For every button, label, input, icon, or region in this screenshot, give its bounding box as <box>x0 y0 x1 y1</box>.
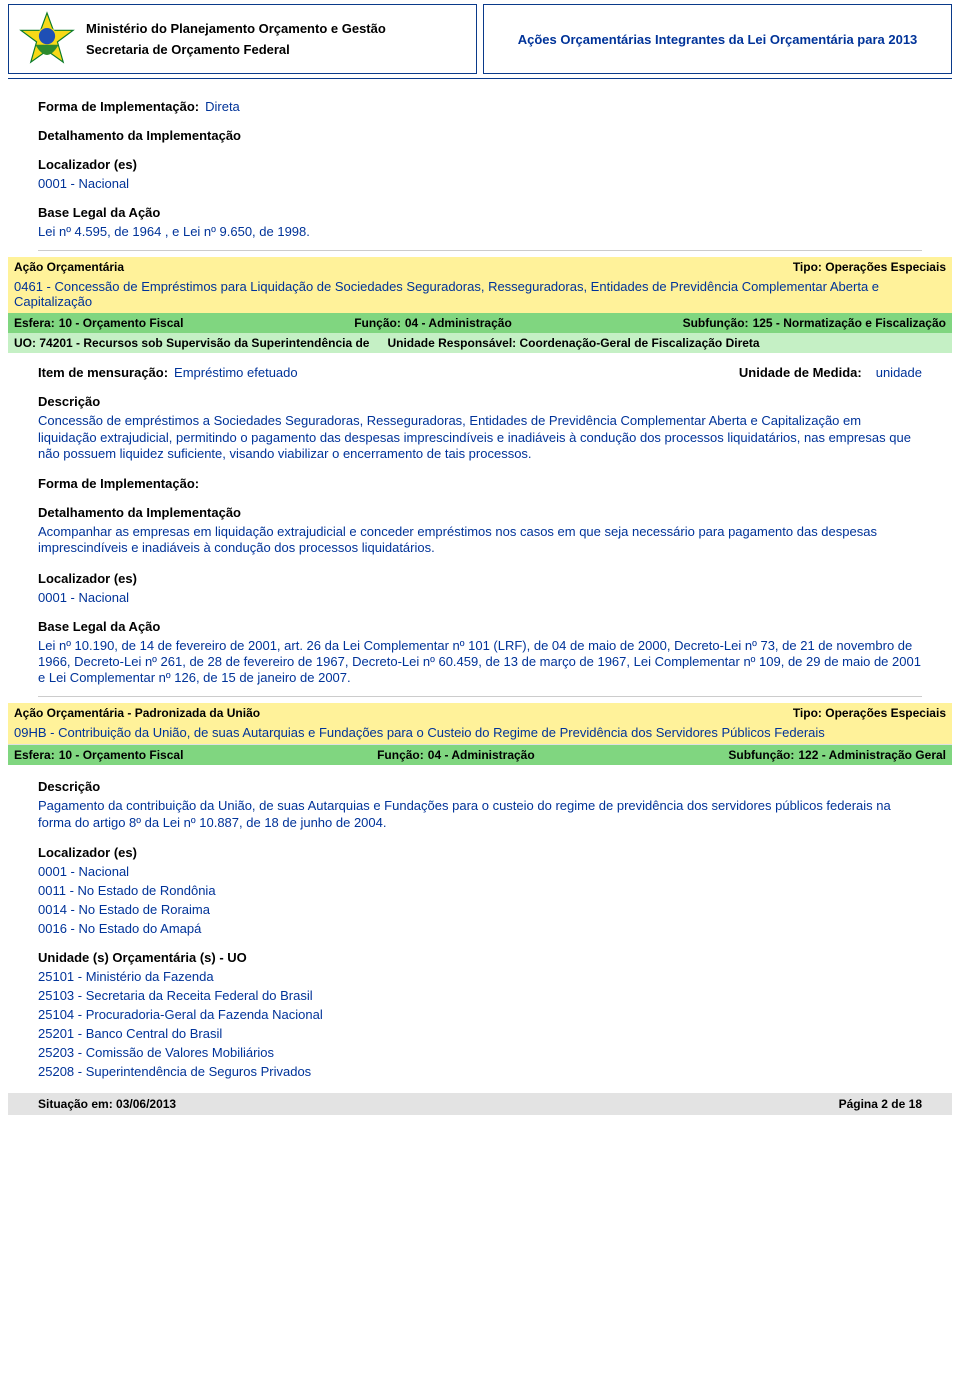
acao2-localizadores: 0001 - Nacional 0011 - No Estado de Rond… <box>38 864 922 936</box>
acao1-localizador-value: 0001 - Nacional <box>38 590 922 605</box>
subfuncao-label: Subfunção: <box>683 316 749 330</box>
acao2-descricao-text: Pagamento da contribuição da União, de s… <box>38 798 922 831</box>
ministry-title: Ministério do Planejamento Orçamento e G… <box>86 21 386 36</box>
acao1-detalhamento-text: Acompanhar as empresas em liquidação ext… <box>38 524 922 557</box>
esfera-value: 10 - Orçamento Fiscal <box>59 316 184 330</box>
list-item: 0014 - No Estado de Roraima <box>38 902 922 917</box>
esfera-label: Esfera: <box>14 316 55 330</box>
acao1-descricao-label: Descrição <box>38 394 922 409</box>
page-header: Ministério do Planejamento Orçamento e G… <box>8 0 952 76</box>
base-legal-label: Base Legal da Ação <box>38 205 922 220</box>
acao1-detalhamento-label: Detalhamento da Implementação <box>38 505 922 520</box>
list-item: 25104 - Procuradoria-Geral da Fazenda Na… <box>38 1007 922 1022</box>
acao1-uo-row: UO: 74201 - Recursos sob Supervisão da S… <box>8 333 952 353</box>
acao1-base-legal-text: Lei nº 10.190, de 14 de fevereiro de 200… <box>38 638 922 687</box>
subfuncao-label: Subfunção: <box>728 748 794 762</box>
uo-value: 74201 - Recursos sob Supervisão da Super… <box>39 336 369 350</box>
base-legal-value: Lei nº 4.595, de 1964 , e Lei nº 9.650, … <box>38 224 922 240</box>
item-label: Item de mensuração: <box>38 365 168 380</box>
header-left-box: Ministério do Planejamento Orçamento e G… <box>8 4 477 74</box>
list-item: 25101 - Ministério da Fazenda <box>38 969 922 984</box>
acao2-title: 09HB - Contribuição da União, de suas Au… <box>8 723 952 744</box>
funcao-label: Função: <box>377 748 424 762</box>
page-footer: Situação em: 03/06/2013 Página 2 de 18 <box>8 1093 952 1115</box>
forma-label: Forma de Implementação: <box>38 99 199 114</box>
footer-page-value: 2 de 18 <box>881 1097 922 1111</box>
acao2-label: Ação Orçamentária - Padronizada da União <box>14 706 260 720</box>
unid-resp-label: Unidade Responsável: <box>387 336 516 350</box>
acao2-descricao-label: Descrição <box>38 779 922 794</box>
forma-value: Direta <box>205 99 240 114</box>
acao2-yellow-header: Ação Orçamentária - Padronizada da União… <box>8 703 952 723</box>
acao1-descricao-text: Concessão de empréstimos a Sociedades Se… <box>38 413 922 462</box>
medida-value: unidade <box>876 365 922 380</box>
acao1-forma-label: Forma de Implementação: <box>38 476 922 491</box>
section-divider <box>38 250 922 251</box>
list-item: 0016 - No Estado do Amapá <box>38 921 922 936</box>
footer-situacao-label: Situação em: <box>38 1097 113 1111</box>
funcao-value: 04 - Administração <box>428 748 535 762</box>
document-title: Ações Orçamentárias Integrantes da Lei O… <box>518 32 918 47</box>
footer-situacao-value: 03/06/2013 <box>116 1097 176 1111</box>
acao1-tipo: Tipo: Operações Especiais <box>793 260 946 274</box>
item-mensuracao-row: Item de mensuração: Empréstimo efetuado … <box>38 365 922 380</box>
brazil-coat-of-arms-icon <box>18 10 76 68</box>
acao2-tipo: Tipo: Operações Especiais <box>793 706 946 720</box>
list-item: 25203 - Comissão de Valores Mobiliários <box>38 1045 922 1060</box>
funcao-value: 04 - Administração <box>405 316 512 330</box>
section-divider <box>38 696 922 697</box>
header-right-box: Ações Orçamentárias Integrantes da Lei O… <box>483 4 952 74</box>
esfera-label: Esfera: <box>14 748 55 762</box>
item-value: Empréstimo efetuado <box>174 365 733 380</box>
acao2-esfera-row: Esfera: 10 - Orçamento Fiscal Função: 04 -… <box>8 745 952 765</box>
uo-label: UO: <box>14 336 36 350</box>
list-item: 0001 - Nacional <box>38 864 922 879</box>
esfera-value: 10 - Orçamento Fiscal <box>59 748 184 762</box>
subfuncao-value: 122 - Administração Geral <box>798 748 946 762</box>
acao2-localizador-label: Localizador (es) <box>38 845 922 860</box>
subfuncao-value: 125 - Normatização e Fiscalização <box>753 316 946 330</box>
acao2-uo-label: Unidade (s) Orçamentária (s) - UO <box>38 950 922 965</box>
forma-row: Forma de Implementação: Direta <box>38 99 922 114</box>
detalhamento-label: Detalhamento da Implementação <box>38 128 922 143</box>
list-item: 25103 - Secretaria da Receita Federal do… <box>38 988 922 1003</box>
list-item: 25201 - Banco Central do Brasil <box>38 1026 922 1041</box>
funcao-label: Função: <box>354 316 401 330</box>
localizador-label: Localizador (es) <box>38 157 922 172</box>
acao2-uo-list: 25101 - Ministério da Fazenda 25103 - Se… <box>38 969 922 1079</box>
acao1-base-legal-label: Base Legal da Ação <box>38 619 922 634</box>
acao1-localizador-label: Localizador (es) <box>38 571 922 586</box>
acao1-label: Ação Orçamentária <box>14 260 124 274</box>
localizador-value: 0001 - Nacional <box>38 176 922 191</box>
acao1-yellow-header: Ação Orçamentária Tipo: Operações Especi… <box>8 257 952 277</box>
unid-resp-value: Coordenação-Geral de Fiscalização Direta <box>520 336 760 350</box>
footer-page-label: Página <box>839 1097 878 1111</box>
acao1-esfera-row: Esfera: 10 - Orçamento Fiscal Função: 04 -… <box>8 313 952 333</box>
secretariat-title: Secretaria de Orçamento Federal <box>86 42 386 57</box>
medida-label: Unidade de Medida: <box>739 365 862 380</box>
list-item: 25208 - Superintendência de Seguros Priv… <box>38 1064 922 1079</box>
acao1-title: 0461 - Concessão de Empréstimos para Liq… <box>8 277 952 313</box>
list-item: 0011 - No Estado de Rondônia <box>38 883 922 898</box>
